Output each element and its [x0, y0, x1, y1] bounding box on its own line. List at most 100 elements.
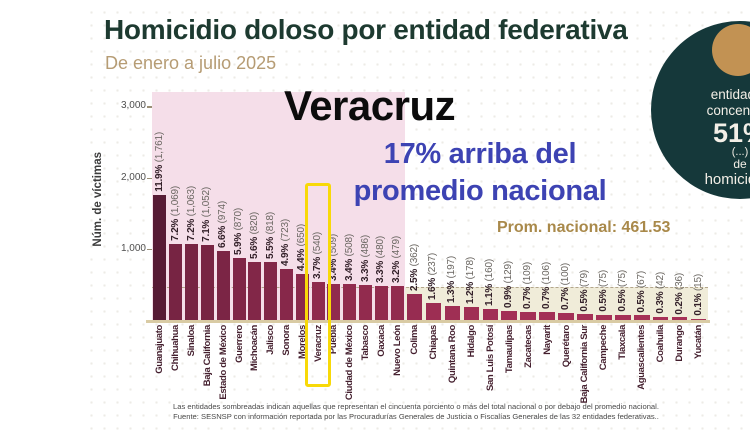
bar-value-label: 3.3% (486) [359, 235, 371, 283]
bar [501, 310, 517, 320]
bar-value-label: 0.7% (106) [541, 262, 552, 310]
page-subtitle: De enero a julio 2025 [105, 53, 277, 73]
bar-value-label: 0.5% (75) [616, 270, 628, 312]
badge-line: (...) [731, 146, 749, 158]
y-tick-label: 1,000 [120, 242, 146, 254]
bar [169, 243, 183, 320]
bar [200, 245, 214, 320]
x-axis-label: Tabasco [360, 325, 371, 361]
bar [615, 314, 631, 320]
bar-value-label: 0.5% (79) [578, 269, 590, 312]
badge-line: 51% [712, 118, 750, 148]
bar [359, 285, 372, 320]
x-axis-label: Ciudad de México [344, 325, 356, 401]
x-axis-label: Aguascalientes [636, 325, 648, 390]
bar [463, 307, 479, 320]
bar-value-label: 1.2% (178) [465, 257, 477, 305]
bar [671, 317, 688, 320]
x-axis-line [146, 320, 710, 323]
bar [577, 314, 593, 320]
x-axis-label: Baja California Sur [579, 325, 591, 404]
bar-value-label: 0.3% (42) [654, 272, 666, 314]
bar-value-label: 0.7% (109) [522, 262, 534, 310]
bar-value-label: 4.9% (723) [280, 218, 292, 266]
bar [327, 283, 341, 320]
bar [482, 308, 498, 320]
y-tick-label: 2,000 [120, 171, 146, 183]
headline-note-line2: promedio nacional [353, 175, 607, 207]
x-axis-label: Campeche [598, 325, 610, 371]
y-tick-mark [147, 177, 152, 179]
x-axis-label: Hidalgo [465, 325, 477, 358]
badge-line: de [733, 157, 747, 171]
bar [652, 317, 669, 320]
bar-value-label: 11.9% (1,761) [153, 131, 165, 192]
y-tick-mark [147, 248, 152, 251]
badge-text: entidadesconcentran51%(...)dehomicidios [640, 87, 750, 188]
bar-value-label: 5.9% (870) [233, 208, 244, 255]
y-tick-label: 3,000 [120, 100, 146, 112]
bar [153, 194, 167, 320]
bar-value-label: 3.2% (479) [391, 235, 403, 283]
bar-value-label: 3.3% (480) [375, 235, 387, 283]
x-axis-label: Sonora [280, 325, 292, 356]
headline-state: Veracruz [284, 82, 456, 129]
x-axis-label: Tlaxcala [617, 325, 629, 360]
bar-value-label: 7.1% (1,052) [201, 187, 213, 242]
x-axis-label: Guanajuato [154, 325, 166, 374]
bar [374, 285, 388, 320]
bar [185, 244, 198, 320]
bar-value-label: 0.5% (67) [635, 270, 647, 313]
x-axis-label: San Luis Potosí [484, 325, 496, 392]
bar-value-label: 0.5% (75) [597, 270, 609, 312]
y-axis-title: Núm. de víctimas [92, 152, 104, 247]
x-axis-label: Colima [409, 325, 420, 355]
x-axis-label: Querétaro [560, 325, 572, 368]
bar [425, 303, 442, 320]
bar [444, 306, 461, 320]
stat-badge-circle: entidadesconcentran51%(...)dehomicidios [651, 21, 750, 199]
bar-value-label: 0.1% (15) [692, 273, 704, 316]
x-axis-label: Jalisco [265, 325, 277, 355]
bar [232, 258, 246, 320]
x-axis-label: Chiapas [427, 325, 439, 360]
x-axis-label: Yucatán [693, 325, 704, 359]
badge-line: homicidios [704, 171, 750, 188]
x-axis-label: Coahuila [655, 325, 667, 363]
x-axis-label: Chihuahua [170, 325, 182, 371]
bar-value-label: 7.2% (1,063) [185, 186, 197, 242]
x-axis-label: Michoacán [249, 325, 261, 371]
bar-value-label: 3.4% (508) [343, 233, 355, 281]
bar [216, 250, 230, 320]
x-axis-label: Sinaloa [186, 325, 197, 357]
badge-line: entidades [710, 87, 750, 102]
bar-value-label: 1.1% (160) [484, 258, 496, 306]
y-tick-mark [147, 106, 152, 108]
bar [311, 281, 325, 320]
bar-value-label: 5.6% (820) [248, 211, 260, 259]
bar-value-label: 0.2% (36) [673, 272, 685, 315]
bar [520, 312, 536, 320]
footnote-line1: Las entidades sombreadas indican aquella… [173, 402, 659, 411]
headline-note-line1: 17% arriba del [383, 138, 577, 170]
bar [690, 318, 707, 320]
bar [390, 285, 404, 320]
bar-value-label: 1.3% (197) [446, 256, 458, 303]
x-axis-label: Durango [674, 325, 686, 362]
x-axis-label: Nuevo León [391, 325, 403, 376]
bar-plot-area: 11.9% (1,761) 7.2% (1,069) 7.2% (1,063) 7.1… [152, 92, 708, 320]
bar-value-label: 0.7% (100) [560, 262, 571, 310]
bar [539, 312, 555, 320]
x-axis-label: Oaxaca [375, 325, 387, 357]
bar-value-label: 2.5% (362) [408, 244, 420, 292]
badge-line: concentran [706, 103, 750, 118]
bar [406, 294, 423, 320]
bar-value-label: 6.6% (974) [217, 200, 229, 248]
bar [279, 268, 293, 320]
headline-note: 17% arriba del promedio nacional [300, 136, 660, 210]
bar [248, 261, 262, 320]
bar-value-label: 5.5% (818) [264, 211, 276, 259]
page-title: Homicidio doloso por entidad federativa [104, 14, 628, 45]
x-axis-label: Tamaulipas [503, 325, 515, 374]
